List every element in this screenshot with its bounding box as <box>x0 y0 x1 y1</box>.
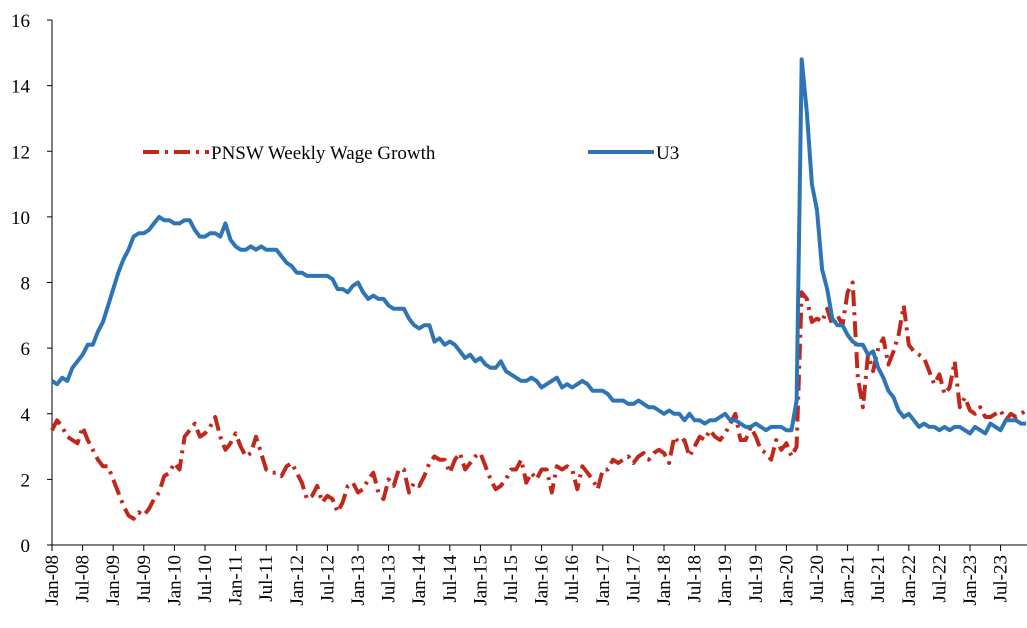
x-tick-label: Jan-22 <box>899 555 920 606</box>
y-tick-label: 16 <box>11 11 30 32</box>
x-tick-label: Jul-09 <box>134 555 155 603</box>
x-tick-label: Jul-11 <box>256 555 277 602</box>
legend-label: PNSW Weekly Wage Growth <box>211 143 436 164</box>
legend-label: U3 <box>656 143 679 164</box>
y-tick-label: 2 <box>21 470 31 491</box>
y-tick-label: 12 <box>11 142 30 163</box>
x-tick-label: Jul-15 <box>501 555 522 603</box>
x-tick-label: Jan-19 <box>715 555 736 606</box>
x-tick-label: Jan-12 <box>287 555 308 606</box>
x-tick-label: Jul-19 <box>746 555 767 603</box>
x-tick-label: Jan-23 <box>960 555 981 606</box>
x-tick-label: Jan-15 <box>470 555 491 606</box>
y-tick-label: 0 <box>21 536 31 557</box>
x-tick-label: Jan-18 <box>654 555 675 606</box>
y-tick-label: 10 <box>11 208 30 229</box>
x-tick-label: Jul-20 <box>807 555 828 603</box>
x-tick-label: Jul-21 <box>868 555 889 603</box>
x-tick-label: Jul-13 <box>379 555 400 603</box>
x-tick-label: Jan-17 <box>593 555 614 606</box>
x-tick-label: Jan-08 <box>42 555 63 606</box>
series-line <box>50 57 1027 436</box>
x-tick-label: Jul-16 <box>562 555 583 603</box>
x-tick-label: Jan-09 <box>103 555 124 606</box>
x-tick-label: Jan-10 <box>164 555 185 606</box>
x-tick-label: Jul-10 <box>195 555 216 603</box>
x-tick-label: Jan-14 <box>409 555 430 606</box>
x-tick-label: Jul-22 <box>929 555 950 603</box>
x-tick-label: Jan-20 <box>776 555 797 606</box>
x-tick-label: Jan-16 <box>532 555 553 606</box>
series-line <box>50 280 1027 521</box>
x-tick-label: Jan-11 <box>226 555 247 605</box>
x-tick-label: Jul-08 <box>73 555 94 603</box>
y-tick-label: 8 <box>21 274 31 295</box>
y-tick-label: 4 <box>21 405 31 426</box>
x-tick-label: Jan-21 <box>838 555 859 606</box>
y-tick-label: 6 <box>21 339 31 360</box>
x-tick-label: Jul-23 <box>991 555 1012 603</box>
x-tick-label: Jul-17 <box>623 555 644 603</box>
y-tick-label: 14 <box>11 77 31 98</box>
x-tick-label: Jan-13 <box>348 555 369 606</box>
x-tick-label: Jul-12 <box>317 555 338 603</box>
x-tick-label: Jul-14 <box>440 555 461 603</box>
x-tick-label: Jul-18 <box>685 555 706 603</box>
